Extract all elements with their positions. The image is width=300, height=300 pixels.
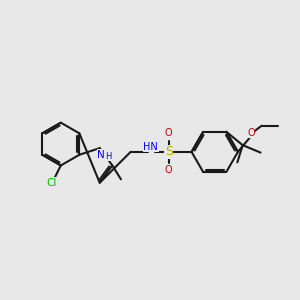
Text: O: O	[165, 165, 172, 175]
Text: Cl: Cl	[46, 178, 56, 188]
Text: HN: HN	[143, 142, 158, 152]
Text: N: N	[97, 150, 105, 160]
Text: H: H	[105, 152, 111, 161]
Text: O: O	[247, 128, 255, 138]
Text: S: S	[165, 146, 173, 158]
Text: O: O	[165, 128, 172, 138]
